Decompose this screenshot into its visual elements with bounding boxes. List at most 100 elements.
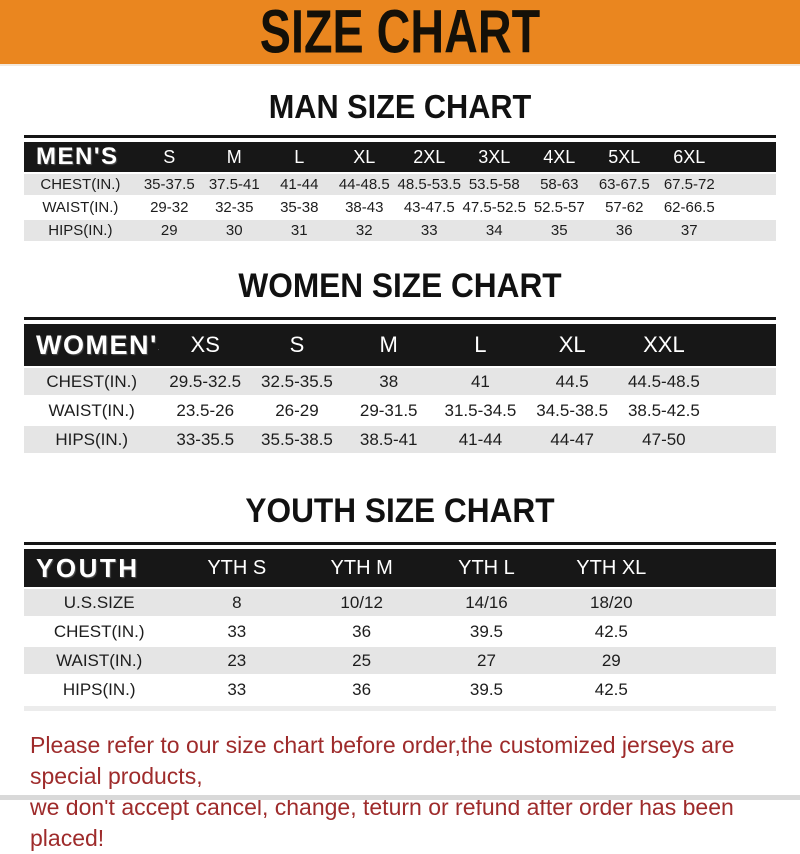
- measurement-row: CHEST(IN.) 33 36 39.5 42.5: [24, 618, 776, 645]
- size-column-header: 4XL: [543, 146, 576, 167]
- row-label: WAIST(IN.): [56, 650, 143, 670]
- value-cell: 33: [420, 222, 438, 239]
- value-cell: 44.5: [555, 371, 589, 391]
- size-column-header: XXL: [643, 332, 685, 357]
- value-cell: 37.5-41: [208, 176, 260, 193]
- size-section-men: MAN SIZE CHART MEN'S S M L XL 2XL 3XL 4XL 5XL 6XL C…: [0, 88, 800, 243]
- value-cell: 29-31.5: [359, 400, 418, 420]
- row-spacer-cell: [710, 397, 776, 424]
- value-cell: 29: [160, 222, 178, 239]
- section-heading-men: MAN SIZE CHART: [268, 88, 532, 125]
- row-spacer-cell: [674, 647, 776, 674]
- value-cell: 23.5-26: [176, 400, 235, 420]
- header-spacer-cell: [710, 324, 776, 366]
- table-top-rule: [24, 542, 776, 545]
- value-cell: 41-44: [458, 429, 503, 449]
- table-top-rule: [24, 317, 776, 320]
- size-section-women: WOMEN SIZE CHART WOMEN'S XS S M L XL XXL CHEST(I…: [0, 267, 800, 455]
- value-cell: 52.5-57: [533, 199, 585, 216]
- row-label: U.S.SIZE: [63, 592, 135, 612]
- value-cell: 32: [355, 222, 373, 239]
- row-label: WAIST(IN.): [42, 199, 119, 216]
- value-cell: 25: [352, 650, 372, 670]
- size-column-header: YTH S: [207, 556, 267, 579]
- value-cell: 57-62: [605, 199, 644, 216]
- value-cell: 38: [379, 371, 399, 391]
- value-cell: 38.5-41: [359, 429, 418, 449]
- measurement-row: HIPS(IN.) 29 30 31 32 33 34 35 36 37: [24, 220, 776, 241]
- size-chart-banner: SIZE CHART: [0, 0, 800, 67]
- value-cell: 35-37.5: [143, 176, 195, 193]
- measurement-row: CHEST(IN.) 29.5-32.5 32.5-35.5 38 41 44.5 44.5…: [24, 368, 776, 395]
- size-column-header: 6XL: [673, 146, 706, 167]
- size-table-women: WOMEN'S XS S M L XL XXL CHEST(IN.) 29.5-32.5 32.5…: [24, 322, 776, 455]
- value-cell: 63-67.5: [598, 176, 650, 193]
- measurement-row: WAIST(IN.) 23.5-26 26-29 29-31.5 31.5-34.5 34…: [24, 397, 776, 424]
- row-spacer-cell: [722, 197, 776, 218]
- value-cell: 23: [227, 650, 247, 670]
- value-cell: 34: [485, 222, 503, 239]
- row-label: HIPS(IN.): [48, 222, 113, 239]
- value-cell: 29: [601, 650, 621, 670]
- value-cell: 36: [352, 679, 372, 699]
- value-cell: 47.5-52.5: [462, 199, 526, 216]
- table-title-cell: MEN'S: [36, 143, 119, 170]
- footer-note: Please refer to our size chart before or…: [30, 730, 772, 854]
- value-cell: 42.5: [594, 679, 628, 699]
- value-cell: 30: [225, 222, 243, 239]
- value-cell: 8: [232, 592, 242, 612]
- table-header-bar: YOUTH YTH S YTH M YTH L YTH XL: [24, 549, 776, 587]
- row-spacer-cell: [722, 174, 776, 195]
- row-spacer-cell: [674, 589, 776, 616]
- bottom-strip: [0, 795, 800, 800]
- value-cell: 58-63: [540, 176, 579, 193]
- size-table-wrap-women: WOMEN'S XS S M L XL XXL CHEST(IN.) 29.5-32.5 32.5…: [24, 317, 776, 455]
- header-spacer-cell: [722, 142, 776, 172]
- table-header-bar: MEN'S S M L XL 2XL 3XL 4XL 5XL 6XL: [24, 142, 776, 172]
- row-label: WAIST(IN.): [48, 400, 135, 420]
- sections-container: MAN SIZE CHART MEN'S S M L XL 2XL 3XL 4XL 5XL 6XL C…: [0, 88, 800, 711]
- size-column-header: L: [294, 146, 305, 167]
- value-cell: 10/12: [340, 592, 383, 612]
- banner-title: SIZE CHART: [259, 0, 541, 67]
- row-label: CHEST(IN.): [40, 176, 121, 193]
- row-spacer-cell: [710, 368, 776, 395]
- value-cell: 39.5: [469, 679, 503, 699]
- value-cell: 44.5-48.5: [627, 371, 700, 391]
- size-table-wrap-youth: YOUTH YTH S YTH M YTH L YTH XL U.S.SIZE 8 10/12…: [24, 542, 776, 711]
- value-cell: 34.5-38.5: [536, 400, 609, 420]
- row-spacer-cell: [710, 426, 776, 453]
- value-cell: 35.5-38.5: [261, 429, 333, 449]
- value-cell: 31.5-34.5: [444, 400, 517, 420]
- size-column-header: 2XL: [413, 146, 446, 167]
- size-column-header: YTH L: [458, 556, 515, 579]
- value-cell: 29-32: [150, 199, 189, 216]
- row-spacer-cell: [674, 676, 776, 703]
- value-cell: 33: [227, 679, 247, 699]
- value-cell: 44-47: [550, 429, 594, 449]
- note-line-2: we don't accept cancel, change, teturn o…: [30, 794, 734, 852]
- size-column-header: YTH M: [330, 556, 393, 579]
- row-spacer-cell: [674, 618, 776, 645]
- value-cell: 27: [477, 650, 496, 670]
- size-column-header: M: [226, 146, 242, 167]
- value-cell: 62-66.5: [663, 199, 715, 216]
- size-column-header: L: [474, 332, 487, 357]
- size-column-header: S: [289, 332, 305, 357]
- size-column-header: 5XL: [608, 146, 641, 167]
- value-cell: 41-44: [280, 176, 319, 193]
- value-cell: 29.5-32.5: [169, 371, 242, 391]
- value-cell: 33: [227, 621, 247, 641]
- measurement-row: CHEST(IN.) 35-37.5 37.5-41 41-44 44-48.5 48.5…: [24, 174, 776, 195]
- value-cell: 38.5-42.5: [627, 400, 700, 420]
- section-heading-youth: YOUTH SIZE CHART: [245, 492, 555, 530]
- value-cell: 67.5-72: [663, 176, 715, 193]
- value-cell: 26-29: [275, 400, 319, 420]
- size-table-wrap-men: MEN'S S M L XL 2XL 3XL 4XL 5XL 6XL CHEST(IN.) 35-37…: [24, 135, 776, 243]
- table-top-rule: [24, 135, 776, 138]
- size-column-header: XL: [558, 332, 586, 357]
- value-cell: 47-50: [642, 429, 686, 449]
- value-cell: 33-35.5: [176, 429, 235, 449]
- value-cell: 32-35: [215, 199, 254, 216]
- size-column-header: 3XL: [478, 146, 511, 167]
